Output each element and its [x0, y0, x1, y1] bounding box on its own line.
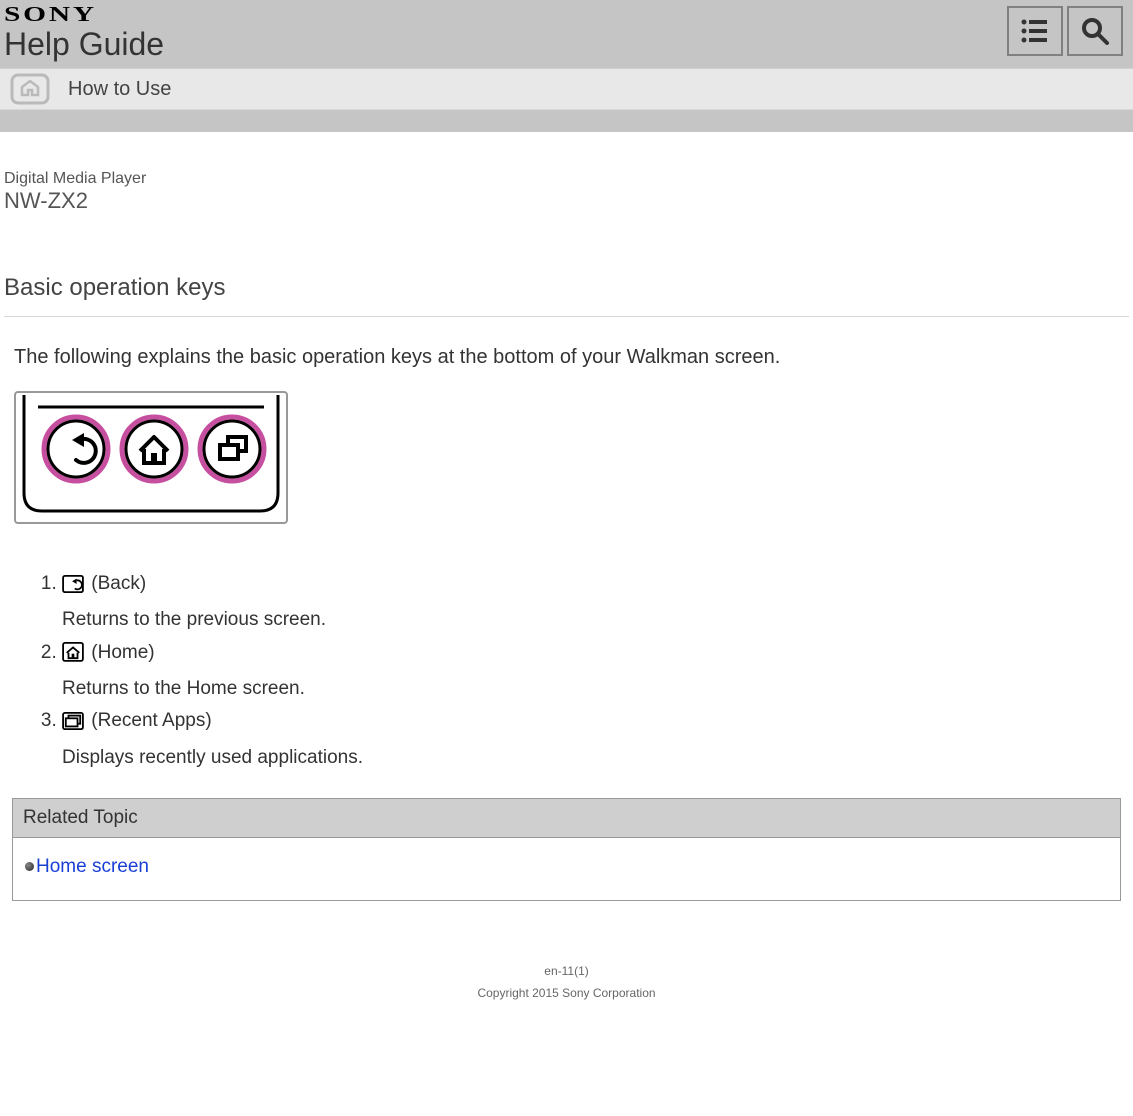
- related-topic-heading: Related Topic: [13, 799, 1120, 838]
- product-block: Digital Media Player NW-ZX2: [4, 170, 1129, 214]
- operation-label: (Recent Apps): [91, 710, 211, 731]
- related-link[interactable]: Home screen: [36, 856, 149, 878]
- header-left: SONY Help Guide: [4, 4, 164, 62]
- operation-item: (Home) Returns to the Home screen.: [62, 637, 1129, 706]
- intro-text: The following explains the basic operati…: [14, 343, 1129, 371]
- footer: en-11(1) Copyright 2015 Sony Corporation: [4, 961, 1129, 1004]
- recent-icon: [62, 709, 84, 741]
- bullet-icon: [25, 862, 34, 871]
- product-category: Digital Media Player: [4, 170, 1129, 188]
- breadcrumb-label[interactable]: How to Use: [60, 78, 171, 101]
- operation-desc: Displays recently used applications.: [62, 742, 1129, 774]
- search-button[interactable]: [1067, 6, 1123, 56]
- page-title: Basic operation keys: [4, 274, 1129, 317]
- related-topic-body: Home screen: [13, 838, 1120, 900]
- related-link-row: Home screen: [25, 856, 1108, 878]
- product-model: NW-ZX2: [4, 188, 1129, 214]
- breadcrumb-home-icon[interactable]: [0, 69, 60, 109]
- operation-desc: Returns to the Home screen.: [62, 673, 1129, 705]
- operation-item: (Back) Returns to the previous screen.: [62, 568, 1129, 637]
- footer-doc-id: en-11(1): [4, 961, 1129, 983]
- home-icon: [62, 641, 84, 673]
- back-icon: [62, 572, 84, 604]
- main-content: Digital Media Player NW-ZX2 Basic operat…: [0, 170, 1133, 1004]
- brand-logo: SONY: [4, 4, 228, 25]
- gray-strip: [0, 110, 1133, 132]
- search-icon: [1080, 16, 1110, 46]
- breadcrumb-bar: How to Use: [0, 68, 1133, 110]
- toc-button[interactable]: [1007, 6, 1063, 56]
- header-icons: [1007, 6, 1123, 56]
- operation-label: (Back): [91, 573, 146, 594]
- header-title: Help Guide: [4, 27, 164, 62]
- list-icon: [1020, 18, 1050, 44]
- related-topic-box: Related Topic Home screen: [12, 798, 1121, 901]
- diagram-wrap: [14, 391, 1129, 524]
- operation-item: (Recent Apps) Displays recently used appl…: [62, 705, 1129, 774]
- footer-copyright: Copyright 2015 Sony Corporation: [4, 983, 1129, 1005]
- header-bar: SONY Help Guide: [0, 0, 1133, 68]
- operation-label: (Home): [91, 642, 154, 663]
- operation-keys-diagram: [14, 391, 288, 524]
- operations-list: (Back) Returns to the previous screen. (H…: [34, 568, 1129, 774]
- operation-desc: Returns to the previous screen.: [62, 604, 1129, 636]
